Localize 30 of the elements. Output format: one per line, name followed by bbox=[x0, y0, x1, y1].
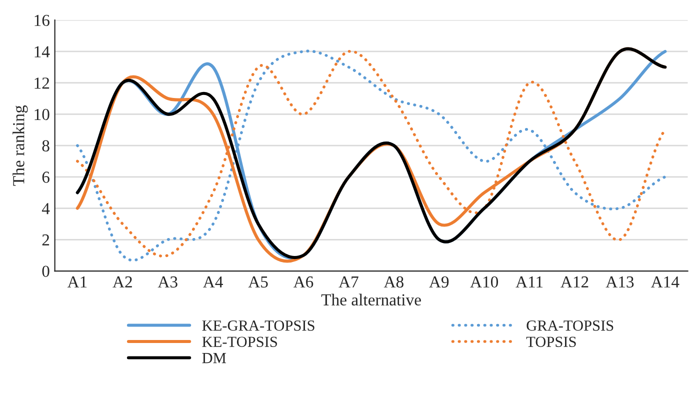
y-tick-label: 16 bbox=[34, 14, 50, 26]
x-tick-label: A14 bbox=[650, 276, 680, 288]
x-tick-label: A5 bbox=[248, 276, 268, 288]
y-tick-label: 8 bbox=[42, 140, 50, 152]
x-tick-label: A3 bbox=[158, 276, 178, 288]
y-tick-label: 6 bbox=[42, 172, 50, 183]
x-axis-title: The alternative bbox=[321, 294, 421, 306]
legend-label: DM bbox=[202, 353, 226, 364]
x-tick-label: A10 bbox=[470, 276, 498, 288]
legend-label: KE-GRA-TOPSIS bbox=[202, 320, 314, 331]
x-tick-label: A4 bbox=[203, 276, 223, 288]
x-tick-label: A2 bbox=[112, 276, 132, 288]
legend-label: KE-TOPSIS bbox=[202, 336, 277, 347]
y-tick-label: 12 bbox=[34, 78, 50, 89]
x-tick-label: A7 bbox=[338, 276, 358, 288]
y-axis-title: The ranking bbox=[12, 105, 28, 186]
legend-label: TOPSIS bbox=[526, 336, 576, 347]
y-tick-label: 14 bbox=[34, 46, 50, 58]
y-tick-label: 2 bbox=[42, 234, 50, 246]
y-tick-label: 10 bbox=[34, 108, 50, 120]
legend-label: GRA-TOPSIS bbox=[526, 320, 614, 331]
x-tick-label: A1 bbox=[67, 276, 87, 288]
x-tick-label: A12 bbox=[560, 276, 588, 288]
x-tick-label: A8 bbox=[384, 276, 404, 288]
x-tick-label: A9 bbox=[429, 276, 449, 288]
y-tick-label: 0 bbox=[42, 266, 50, 277]
x-tick-label: A6 bbox=[293, 276, 314, 288]
x-tick-label: A13 bbox=[606, 276, 634, 288]
x-tick-label: A11 bbox=[516, 276, 543, 288]
y-tick-label: 4 bbox=[42, 203, 50, 214]
